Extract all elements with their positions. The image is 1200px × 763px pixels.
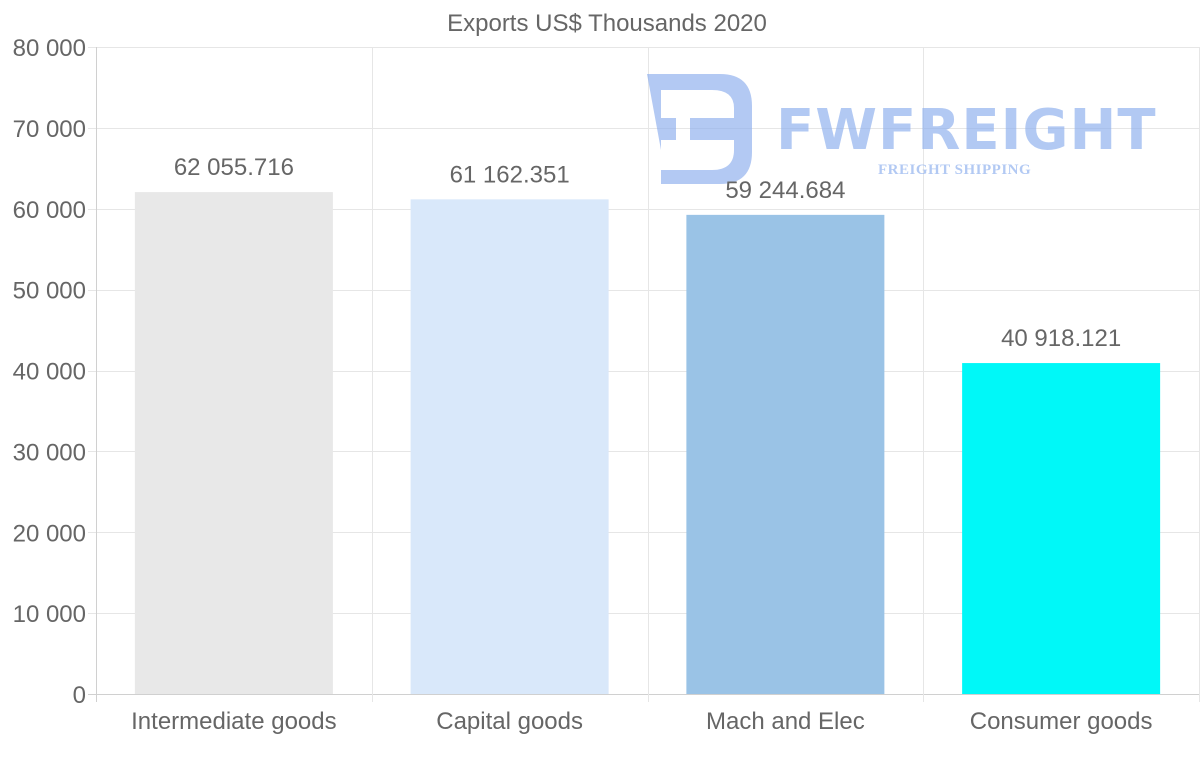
fwfreight-logo-icon [647, 74, 752, 184]
bar-value-label: 62 055.716 [174, 154, 294, 181]
y-tick-label: 40 000 [13, 359, 86, 386]
x-tick-label: Consumer goods [970, 708, 1153, 735]
x-tick-label: Mach and Elec [706, 708, 865, 735]
y-tick-label: 0 [73, 682, 86, 709]
y-tick-label: 20 000 [13, 520, 86, 547]
x-tick-label: Capital goods [436, 708, 583, 735]
fwfreight-watermark: FWFREIGHT FREIGHT SHIPPING [647, 74, 1157, 184]
y-tick-label: 50 000 [13, 278, 86, 305]
x-axis-ticks: Intermediate goods Capital goods Mach and … [131, 708, 1152, 735]
bar-mach-and-elec [686, 214, 885, 694]
bar-value-label: 61 162.351 [450, 161, 570, 188]
bar-consumer-goods [962, 363, 1161, 694]
x-tick-label: Intermediate goods [131, 708, 336, 735]
watermark-brand: FWFREIGHT [776, 98, 1157, 163]
y-tick-label: 10 000 [13, 601, 86, 628]
watermark-tagline: FREIGHT SHIPPING [878, 162, 1031, 178]
chart-title: Exports US$ Thousands 2020 [447, 10, 767, 37]
y-tick-label: 60 000 [13, 197, 86, 224]
bar-intermediate-goods [134, 192, 333, 694]
bar-capital-goods [410, 199, 609, 694]
bar-value-label: 59 244.684 [725, 177, 845, 204]
y-tick-label: 70 000 [13, 116, 86, 143]
value-labels: 62 055.716 61 162.351 59 244.684 40 918.121 [174, 154, 1121, 352]
y-axis-ticks: 0 10 000 20 000 30 000 40 000 50 000 60 000 70 … [13, 35, 86, 709]
y-tick-label: 30 000 [13, 439, 86, 466]
y-tick-label: 80 000 [13, 35, 86, 62]
bars [134, 192, 1161, 694]
bar-value-label: 40 918.121 [1001, 325, 1121, 352]
